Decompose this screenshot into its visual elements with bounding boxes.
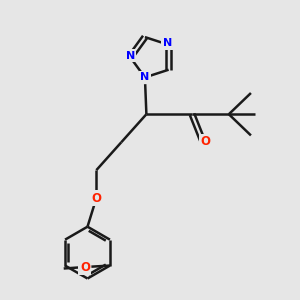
Text: O: O — [80, 260, 90, 274]
Text: O: O — [91, 192, 101, 205]
Text: N: N — [140, 72, 149, 82]
Text: O: O — [200, 135, 210, 148]
Text: N: N — [163, 38, 172, 48]
Text: N: N — [126, 51, 135, 61]
